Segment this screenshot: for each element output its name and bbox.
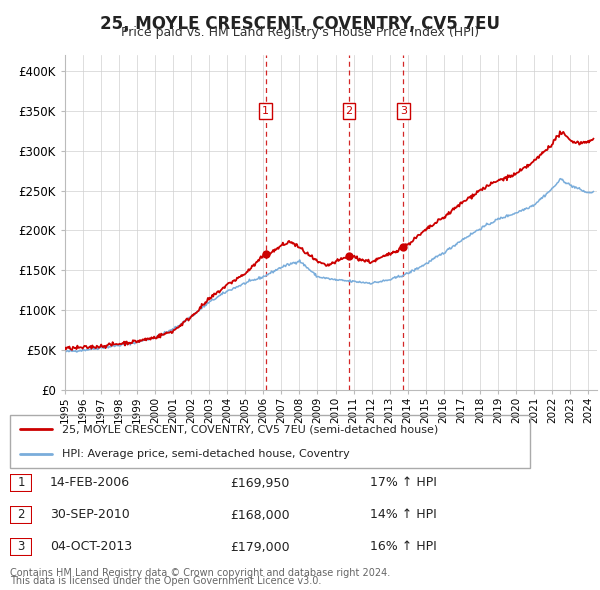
Text: 16% ↑ HPI: 16% ↑ HPI (370, 540, 437, 553)
Text: 3: 3 (17, 540, 25, 553)
Text: £179,000: £179,000 (230, 540, 290, 553)
Text: Price paid vs. HM Land Registry's House Price Index (HPI): Price paid vs. HM Land Registry's House … (121, 26, 479, 39)
Text: 17% ↑ HPI: 17% ↑ HPI (370, 477, 437, 490)
Text: £169,950: £169,950 (230, 477, 289, 490)
Text: 25, MOYLE CRESCENT, COVENTRY, CV5 7EU: 25, MOYLE CRESCENT, COVENTRY, CV5 7EU (100, 15, 500, 33)
Text: 14% ↑ HPI: 14% ↑ HPI (370, 509, 437, 522)
Text: 30-SEP-2010: 30-SEP-2010 (50, 509, 130, 522)
Text: 2: 2 (346, 106, 353, 116)
Text: 25, MOYLE CRESCENT, COVENTRY, CV5 7EU (semi-detached house): 25, MOYLE CRESCENT, COVENTRY, CV5 7EU (s… (62, 424, 438, 434)
Text: 14-FEB-2006: 14-FEB-2006 (50, 477, 130, 490)
Text: 04-OCT-2013: 04-OCT-2013 (50, 540, 132, 553)
Text: 1: 1 (17, 477, 25, 490)
Text: £168,000: £168,000 (230, 509, 290, 522)
Text: This data is licensed under the Open Government Licence v3.0.: This data is licensed under the Open Gov… (10, 576, 322, 586)
Text: 2: 2 (17, 509, 25, 522)
Text: HPI: Average price, semi-detached house, Coventry: HPI: Average price, semi-detached house,… (62, 448, 350, 458)
Text: Contains HM Land Registry data © Crown copyright and database right 2024.: Contains HM Land Registry data © Crown c… (10, 568, 390, 578)
Text: 1: 1 (262, 106, 269, 116)
Text: 3: 3 (400, 106, 407, 116)
